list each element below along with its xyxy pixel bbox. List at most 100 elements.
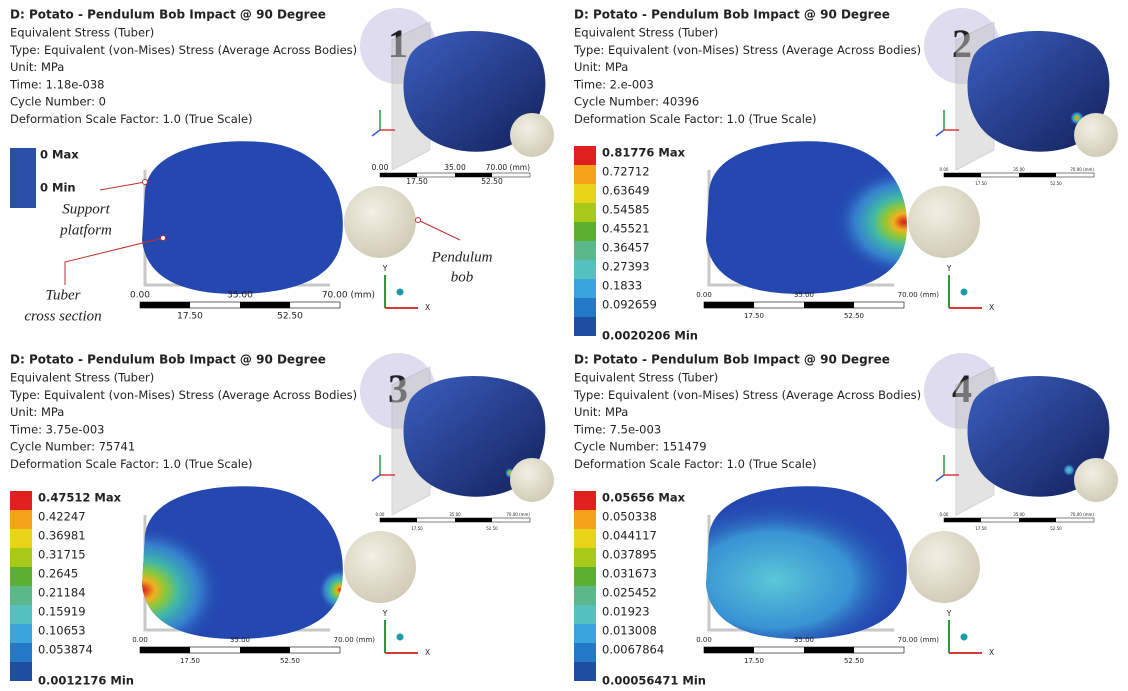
annotation: Pendulum — [431, 249, 493, 265]
scale-bar — [240, 647, 290, 653]
legend-label: 0 Max — [40, 148, 79, 162]
legend-swatch — [10, 491, 32, 510]
legend-swatch — [574, 662, 596, 681]
scale-label: 35.00 — [794, 636, 814, 644]
legend-swatch — [574, 548, 596, 567]
legend-swatch — [10, 148, 36, 208]
legend-label: 0.0012176 Min — [38, 674, 134, 688]
info-line: Cycle Number: 0 — [10, 95, 106, 109]
annotation: Support — [62, 201, 110, 217]
inset-scale-label: 52.50 — [1050, 526, 1062, 531]
info-line: Time: 2.e-003 — [573, 77, 654, 91]
inset-axis — [936, 475, 944, 481]
tuber — [142, 141, 343, 294]
inset-scale-label: 70.00 (mm) — [506, 512, 530, 517]
legend-swatch — [10, 567, 32, 586]
legend-swatch — [574, 567, 596, 586]
legend-swatch — [574, 146, 596, 165]
legend-label: 0.00056471 Min — [602, 674, 706, 688]
legend-label: 0.15919 — [38, 605, 86, 619]
info-line: Unit: MPa — [10, 405, 64, 419]
info-line: Type: Equivalent (von-Mises) Stress (Ave… — [9, 388, 357, 402]
legend-swatch — [10, 510, 32, 529]
legend-label: 0.2645 — [38, 567, 78, 581]
scale-label: 70.00 (mm) — [334, 636, 376, 644]
inset-axis — [936, 130, 944, 136]
legend-swatch — [574, 165, 596, 184]
inset-scale — [944, 518, 981, 522]
scale-label: 0.00 — [696, 636, 712, 644]
info-line: Deformation Scale Factor: 1.0 (True Scal… — [10, 112, 253, 126]
legend-swatch — [574, 491, 596, 510]
legend-swatch — [574, 298, 596, 317]
inset-scale-label: 17.50 — [406, 177, 428, 186]
legend-label: 0.36457 — [602, 241, 650, 255]
scale-label: 52.50 — [277, 312, 303, 322]
legend-swatch — [574, 184, 596, 203]
leader-dot — [143, 180, 148, 185]
inset-scale-label: 0.00 — [940, 512, 949, 517]
info-line: Unit: MPa — [574, 60, 628, 74]
inset-scale-label: 17.50 — [975, 526, 987, 531]
panel-title: D: Potato - Pendulum Bob Impact @ 90 Deg… — [10, 8, 326, 22]
panel-title: D: Potato - Pendulum Bob Impact @ 90 Deg… — [10, 353, 326, 367]
legend-swatch — [10, 529, 32, 548]
inset-scale-label: 35.00 — [1013, 512, 1025, 517]
legend-label: 0.05656 Max — [602, 491, 686, 505]
inset-scale-label: 17.50 — [975, 181, 987, 186]
legend-swatch — [10, 624, 32, 643]
annotation: bob — [451, 269, 474, 285]
info-line: Equivalent Stress (Tuber) — [574, 371, 718, 385]
legend-label: 0 Min — [40, 181, 76, 195]
scale-label: 70.00 (mm) — [898, 291, 940, 299]
info-line: Cycle Number: 75741 — [10, 440, 135, 454]
inset-bob — [1074, 458, 1118, 502]
legend-swatch — [574, 203, 596, 222]
legend-label: 0.63649 — [602, 184, 650, 198]
info-line: Time: 3.75e-003 — [9, 422, 104, 436]
inset-scale-label: 52.50 — [481, 177, 503, 186]
info-line: Equivalent Stress (Tuber) — [10, 371, 154, 385]
leader-dot — [161, 236, 166, 241]
legend-swatch — [10, 548, 32, 567]
scale-label: 52.50 — [844, 312, 864, 320]
legend-swatch — [10, 643, 32, 662]
legend-label: 0.01923 — [602, 605, 650, 619]
legend-label: 0.013008 — [602, 624, 657, 638]
inset-bob — [510, 458, 554, 502]
legend-swatch — [574, 279, 596, 298]
legend-swatch — [574, 624, 596, 643]
legend-swatch — [574, 317, 596, 336]
axis-z — [961, 634, 968, 641]
inset-scale — [1019, 173, 1056, 177]
inset-scale-label: 35.00 — [449, 512, 461, 517]
scale-label: 35.00 — [794, 291, 814, 299]
axis-z — [397, 634, 404, 641]
scale-bar — [240, 302, 290, 308]
inset-scale-label: 70.00 (mm) — [486, 163, 530, 172]
info-line: Deformation Scale Factor: 1.0 (True Scal… — [574, 112, 817, 126]
annotation: Tuber — [45, 287, 80, 303]
info-line: Type: Equivalent (von-Mises) Stress (Ave… — [573, 43, 921, 57]
leader — [418, 220, 460, 240]
legend-label: 0.044117 — [602, 529, 657, 543]
scale-label: 70.00 (mm) — [898, 636, 940, 644]
legend-swatch — [10, 662, 32, 681]
legend-label: 0.0020206 Min — [602, 329, 698, 343]
inset-scale-label: 35.00 — [1013, 167, 1025, 172]
legend-label: 0.47512 Max — [38, 491, 122, 505]
inset-scale-label: 70.00 (mm) — [1070, 167, 1094, 172]
inset-scale-label: 70.00 (mm) — [1070, 512, 1094, 517]
inset-axis — [372, 130, 380, 136]
legend-swatch — [574, 510, 596, 529]
inset-scale-label: 52.50 — [1050, 181, 1062, 186]
inset-bob — [1074, 113, 1118, 157]
info-line: Equivalent Stress (Tuber) — [574, 26, 718, 40]
scale-label: 17.50 — [744, 657, 764, 665]
inset-scale-label: 52.50 — [486, 526, 498, 531]
info-line: Type: Equivalent (von-Mises) Stress (Ave… — [9, 43, 357, 57]
pendulum-bob — [344, 531, 416, 603]
scale-label: 0.00 — [696, 291, 712, 299]
